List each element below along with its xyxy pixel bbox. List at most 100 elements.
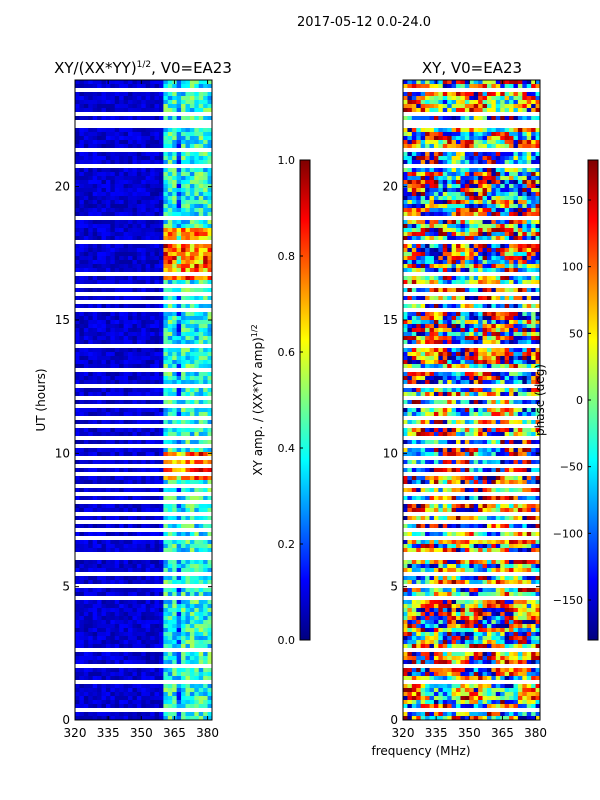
heatmap-cell — [189, 584, 195, 589]
heatmap-cell — [176, 84, 182, 89]
heatmap-cell — [163, 248, 169, 253]
heatmap-cell — [198, 360, 204, 365]
heatmap-cell — [141, 560, 147, 565]
heatmap-cell — [203, 324, 208, 329]
heatmap-cell — [154, 656, 160, 661]
heatmap-cell — [154, 524, 160, 529]
heatmap-cell — [110, 516, 116, 521]
heatmap-cell — [194, 188, 200, 193]
heatmap-cell — [150, 672, 155, 677]
heatmap-cell — [194, 120, 200, 125]
heatmap-cell — [163, 108, 169, 113]
heatmap-cell — [141, 344, 147, 349]
heatmap-cell — [167, 520, 173, 525]
heatmap-cell — [145, 316, 151, 321]
heatmap-cell — [185, 392, 191, 397]
heatmap-cell — [145, 544, 151, 549]
heatmap-cell — [172, 336, 178, 341]
heatmap-cell — [119, 452, 125, 457]
heatmap-cell — [110, 244, 116, 249]
heatmap-cell — [83, 228, 89, 233]
heatmap-cell — [136, 100, 142, 105]
heatmap-cell — [203, 604, 208, 609]
heatmap-cell — [198, 392, 204, 397]
heatmap-cell — [189, 192, 195, 197]
heatmap-cell — [145, 640, 151, 645]
heatmap-cell — [136, 148, 142, 153]
heatmap-cell — [176, 600, 182, 605]
heatmap-cell — [176, 512, 182, 517]
heatmap-cell — [194, 280, 200, 285]
heatmap-cell — [119, 436, 125, 441]
heatmap-cell — [105, 604, 111, 609]
heatmap-cell — [83, 220, 89, 225]
heatmap-cell — [158, 232, 164, 237]
heatmap-cell — [83, 420, 89, 425]
heatmap-cell — [150, 380, 155, 385]
heatmap-cell — [119, 708, 125, 713]
heatmap-cell — [136, 484, 142, 489]
heatmap-cell — [83, 276, 89, 281]
heatmap-cell — [114, 392, 120, 397]
heatmap-cell — [185, 620, 191, 625]
heatmap-cell — [141, 632, 147, 637]
heatmap-cell — [119, 392, 125, 397]
heatmap-cell — [185, 584, 191, 589]
heatmap-cell — [75, 80, 80, 85]
heatmap-cell — [181, 164, 186, 169]
heatmap-cell — [145, 648, 151, 653]
heatmap-cell — [88, 140, 94, 145]
heatmap-cell — [88, 628, 94, 633]
heatmap-cell — [123, 436, 129, 441]
heatmap-cell — [167, 92, 173, 97]
heatmap-cell — [141, 120, 147, 125]
heatmap-cell — [176, 280, 182, 285]
heatmap-cell — [158, 712, 164, 717]
heatmap-cell — [181, 208, 186, 213]
heatmap-cell — [181, 580, 186, 585]
heatmap-cell — [176, 340, 182, 345]
heatmap-cell — [110, 488, 116, 493]
heatmap-cell — [172, 596, 178, 601]
heatmap-cell — [92, 260, 98, 265]
heatmap-cell — [158, 120, 164, 125]
heatmap-cell — [207, 436, 213, 441]
heatmap-cell — [105, 96, 111, 101]
heatmap-cell — [207, 432, 213, 437]
heatmap-cell — [136, 288, 142, 293]
heatmap-cell — [185, 192, 191, 197]
heatmap-cell — [150, 224, 155, 229]
heatmap-cell — [189, 272, 195, 277]
heatmap-cell — [176, 508, 182, 513]
heatmap-cell — [75, 564, 80, 569]
heatmap-cell — [181, 604, 186, 609]
heatmap-cell — [119, 488, 125, 493]
heatmap-cell — [97, 560, 102, 565]
heatmap-cell — [167, 468, 173, 473]
heatmap-cell — [172, 692, 178, 697]
heatmap-cell — [136, 604, 142, 609]
heatmap-cell — [132, 408, 138, 413]
heatmap-cell — [189, 464, 195, 469]
heatmap-cell — [163, 432, 169, 437]
heatmap-cell — [141, 664, 147, 669]
heatmap-cell — [110, 336, 116, 341]
heatmap-cell — [110, 476, 116, 481]
heatmap-cell — [189, 176, 195, 181]
heatmap-cell — [194, 176, 200, 181]
heatmap-cell — [92, 644, 98, 649]
heatmap-cell — [110, 228, 116, 233]
heatmap-cell — [141, 300, 147, 305]
heatmap-cell — [83, 144, 89, 149]
heatmap-cell — [75, 396, 80, 401]
heatmap-cell — [189, 100, 195, 105]
heatmap-cell — [114, 500, 120, 505]
heatmap-cell — [141, 380, 147, 385]
heatmap-cell — [185, 500, 191, 505]
heatmap-cell — [189, 256, 195, 261]
heatmap-cell — [207, 96, 213, 101]
heatmap-cell — [114, 524, 120, 529]
heatmap-cell — [167, 112, 173, 117]
heatmap-cell — [176, 144, 182, 149]
